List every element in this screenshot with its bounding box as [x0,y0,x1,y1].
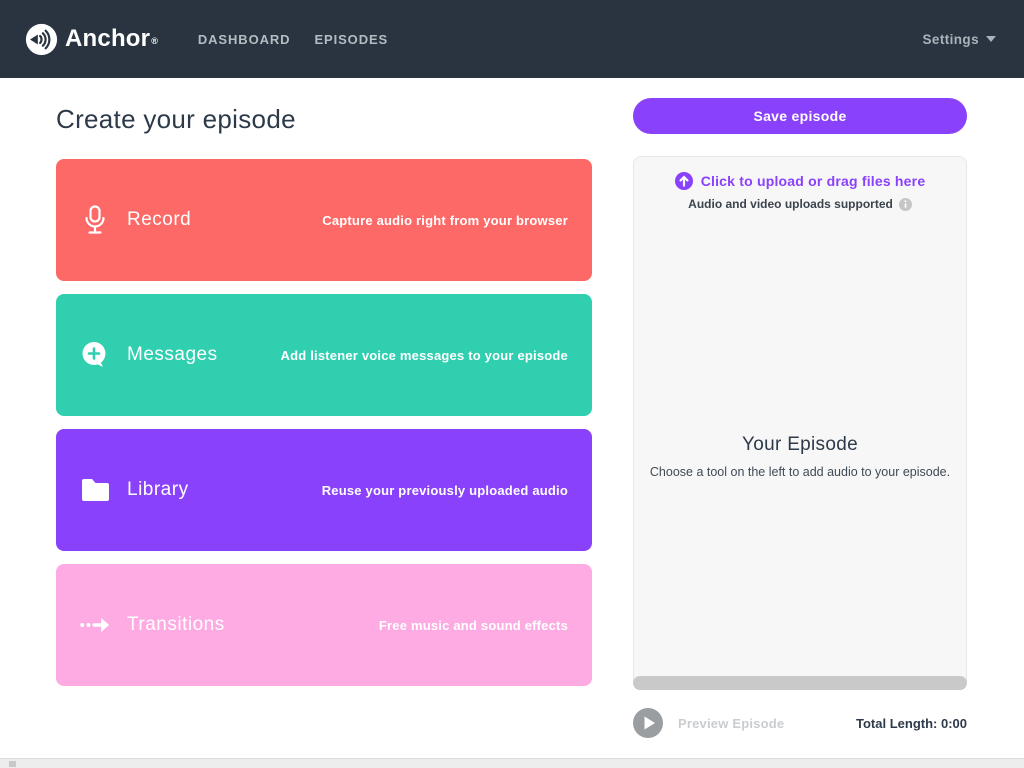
tool-label: Messages [127,344,218,365]
tool-description: Capture audio right from your browser [322,212,568,228]
episode-panel: Click to upload or drag files here Audio… [633,156,967,690]
anchor-logo[interactable]: Anchor ® [25,23,158,56]
total-length-label: Total Length: 0:00 [856,715,967,731]
tool-label: Transitions [127,614,225,635]
episode-empty-title: Your Episode [742,434,858,455]
dotted-arrow-icon [80,610,110,640]
anchor-logo-icon [25,23,58,55]
tool-cards: Record Capture audio right from your bro… [56,159,592,686]
upload-note: Audio and video uploads supported [688,197,893,211]
navbar: Anchor ® DASHBOARD EPISODES Settings [0,0,1024,78]
settings-label: Settings [922,31,979,47]
upload-note-row: Audio and video uploads supported [634,197,966,211]
tool-description: Free music and sound effects [378,617,568,633]
scrollbar-thumb[interactable] [9,761,16,767]
settings-menu[interactable]: Settings [923,32,996,47]
info-icon[interactable] [898,197,912,211]
library-card[interactable]: Library Reuse your previously uploaded a… [56,429,592,551]
play-button[interactable] [633,708,663,738]
preview-row: Preview Episode Total Length: 0:00 [633,708,967,738]
tool-label: Library [127,479,189,500]
nav-link-episodes[interactable]: EPISODES [314,31,389,47]
tool-label: Record [127,209,192,230]
horizontal-scrollbar[interactable] [0,758,1024,768]
microphone-icon [80,205,110,235]
record-card[interactable]: Record Capture audio right from your bro… [56,159,592,281]
tool-description: Add listener voice messages to your epis… [280,347,568,363]
save-episode-button[interactable]: Save episode [633,98,967,134]
brand-name: Anchor [65,25,151,52]
folder-icon [80,475,110,505]
message-plus-icon [80,340,110,370]
nav-links: DASHBOARD EPISODES [198,32,388,47]
nav-link-dashboard[interactable]: DASHBOARD [197,31,291,47]
upload-icon [674,172,693,190]
tool-description: Reuse your previously uploaded audio [321,482,568,498]
episode-column: Save episode Click to upload or drag fil… [633,78,967,738]
tools-column: Create your episode Record Capture audio… [56,78,592,699]
episode-panel-scrollbar[interactable] [633,676,967,690]
messages-card[interactable]: Messages Add listener voice messages to … [56,294,592,416]
upload-dropzone[interactable]: Click to upload or drag files here [634,157,966,190]
preview-episode-label: Preview Episode [678,715,785,731]
upload-prompt: Click to upload or drag files here [700,173,926,189]
main-content: Create your episode Record Capture audio… [0,78,1024,758]
transitions-card[interactable]: Transitions Free music and sound effects [56,564,592,686]
brand-trademark: ® [151,36,158,46]
episode-empty-subtitle: Choose a tool on the left to add audio t… [649,465,951,479]
chevron-down-icon [986,36,996,42]
episode-empty-state: Your Episode Choose a tool on the left t… [634,434,966,479]
page-title: Create your episode [56,104,296,134]
